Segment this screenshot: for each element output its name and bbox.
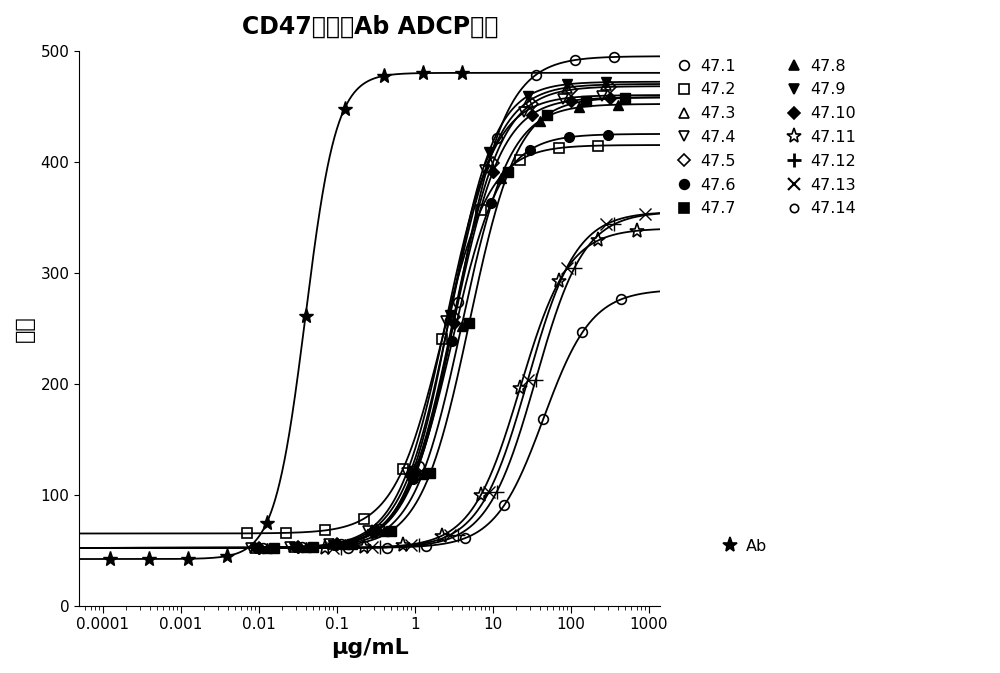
- Y-axis label: 发光: 发光: [15, 315, 35, 341]
- Legend: Ab: Ab: [721, 538, 768, 554]
- Title: CD47可活化Ab ADCP测定: CD47可活化Ab ADCP测定: [242, 15, 498, 39]
- X-axis label: μg/mL: μg/mL: [331, 638, 409, 658]
